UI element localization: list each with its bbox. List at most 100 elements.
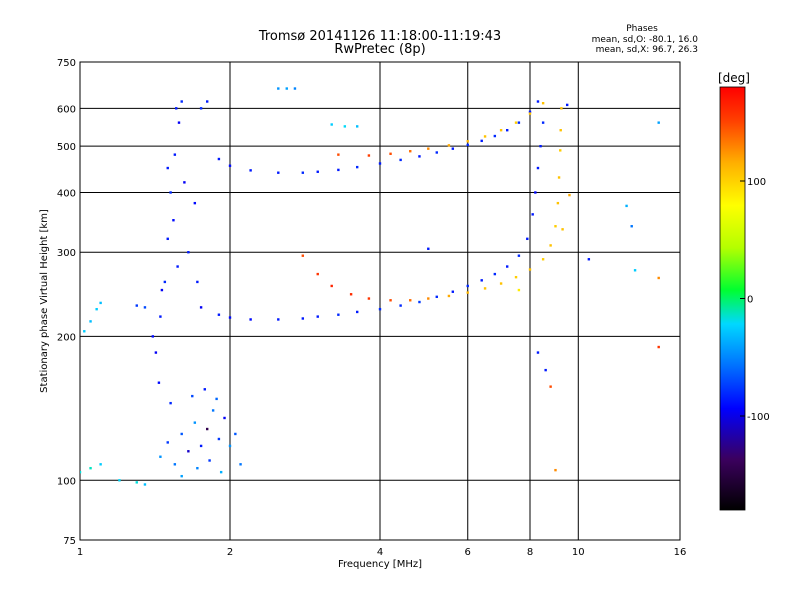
x-tick-label: 16 <box>674 547 687 558</box>
data-point <box>451 290 455 293</box>
data-point <box>466 143 469 147</box>
data-point <box>89 466 92 470</box>
data-point <box>330 284 333 288</box>
data-point <box>539 144 542 148</box>
data-point <box>169 401 172 405</box>
data-point <box>223 416 226 420</box>
data-point <box>625 204 628 208</box>
data-point <box>517 121 521 124</box>
data-point <box>657 345 660 349</box>
x-tick-label: 4 <box>377 547 383 558</box>
data-point <box>367 154 371 157</box>
data-point <box>228 164 232 167</box>
x-tick-label: 6 <box>465 547 471 558</box>
data-point <box>554 468 557 472</box>
data-point <box>587 258 591 261</box>
data-point <box>99 463 102 466</box>
x-tick-label: 10 <box>572 547 585 558</box>
data-point <box>630 225 633 228</box>
data-point <box>435 151 438 154</box>
y-tick-label: 75 <box>63 536 76 547</box>
data-point <box>183 181 186 184</box>
data-point <box>154 351 158 354</box>
data-point <box>480 279 483 282</box>
data-point <box>559 128 562 132</box>
data-point <box>277 171 280 174</box>
data-point <box>196 466 199 470</box>
data-point <box>249 169 252 172</box>
data-point <box>565 103 569 107</box>
y-axis-ticks: 75 100 200 300 400 500 600 750 <box>57 58 76 547</box>
y-tick-label: 400 <box>57 188 76 199</box>
data-point <box>657 276 660 280</box>
data-point <box>549 385 552 388</box>
data-point <box>169 191 172 194</box>
data-point <box>176 265 179 268</box>
data-point <box>427 247 430 250</box>
data-point <box>657 121 660 124</box>
data-point <box>568 193 571 197</box>
data-point <box>541 258 545 261</box>
data-point <box>337 153 340 156</box>
data-point <box>526 237 529 241</box>
data-point <box>389 152 392 155</box>
data-point <box>143 483 147 486</box>
data-point <box>205 100 209 103</box>
colorbar-ticks: 100 0 -100 <box>740 177 770 423</box>
data-point <box>219 470 223 474</box>
data-point <box>135 304 138 307</box>
data-point <box>316 170 319 173</box>
x-tick-label: 1 <box>77 547 83 558</box>
data-point <box>205 427 209 431</box>
data-point <box>528 112 532 115</box>
data-point <box>447 144 451 147</box>
data-point <box>330 123 333 126</box>
data-point <box>143 306 147 309</box>
data-point <box>559 149 562 152</box>
data-point <box>483 135 487 138</box>
data-point <box>277 87 280 90</box>
data-point <box>208 459 211 462</box>
data-point <box>499 128 503 132</box>
data-point <box>337 313 340 316</box>
data-point <box>160 288 164 292</box>
data-point <box>561 228 564 231</box>
data-point <box>180 432 183 436</box>
data-point <box>399 158 402 162</box>
data-point <box>447 294 451 298</box>
data-point <box>409 150 412 153</box>
data-point <box>378 162 382 165</box>
data-point <box>187 450 190 453</box>
data-point <box>193 421 197 424</box>
data-point <box>399 304 402 307</box>
phases-label: Phases <box>626 24 658 34</box>
data-point <box>517 254 521 257</box>
phase-stats-x: mean, sd,X: 96.7, 26.3 <box>596 45 698 55</box>
data-point <box>191 394 194 398</box>
data-point <box>199 107 203 110</box>
data-point <box>451 147 455 150</box>
data-point <box>316 315 319 318</box>
data-point <box>301 254 305 257</box>
data-point <box>378 307 382 311</box>
data-point <box>560 107 563 110</box>
data-point <box>151 335 155 338</box>
data-point <box>556 201 560 205</box>
data-point <box>418 155 421 158</box>
data-point <box>534 191 537 194</box>
x-tick-label: 8 <box>527 547 533 558</box>
data-point <box>211 409 215 412</box>
data-point <box>517 288 521 292</box>
data-point <box>173 153 177 156</box>
data-point <box>427 147 430 150</box>
colorbar-label: [deg] <box>718 71 750 85</box>
y-tick-label: 100 <box>57 476 76 487</box>
data-point <box>505 128 509 132</box>
data-point <box>173 463 177 466</box>
data-point <box>337 168 340 172</box>
data-point <box>193 201 197 205</box>
data-point <box>528 268 532 271</box>
data-point <box>95 307 98 311</box>
data-point <box>389 299 392 302</box>
data-point <box>285 87 288 90</box>
